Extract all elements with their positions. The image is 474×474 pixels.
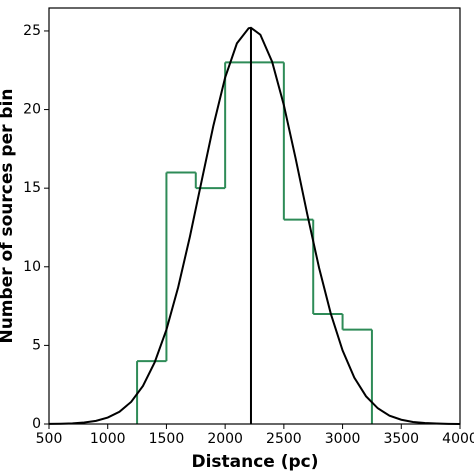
x-tick-label: 1000 <box>90 431 126 447</box>
plot-frame <box>48 7 461 425</box>
y-tick-label: 0 <box>32 416 41 432</box>
fit-curve <box>48 26 461 425</box>
y-tick-label: 15 <box>23 180 41 196</box>
x-tick-label: 2000 <box>207 431 243 447</box>
x-tick-label: 3000 <box>325 431 361 447</box>
x-tick-label: 1500 <box>149 431 185 447</box>
y-tick-label: 5 <box>32 337 41 353</box>
y-axis-label: Number of sources per bin <box>0 88 17 343</box>
x-tick-label: 500 <box>36 431 63 447</box>
y-tick-label: 25 <box>23 23 41 39</box>
y-tick-label: 20 <box>23 102 41 118</box>
y-tick-label: 10 <box>23 259 41 275</box>
x-axis-label: Distance (pc) <box>191 452 318 472</box>
x-tick-label: 3500 <box>383 431 419 447</box>
x-tick-label: 2500 <box>266 431 302 447</box>
x-tick-label: 4000 <box>442 431 474 447</box>
